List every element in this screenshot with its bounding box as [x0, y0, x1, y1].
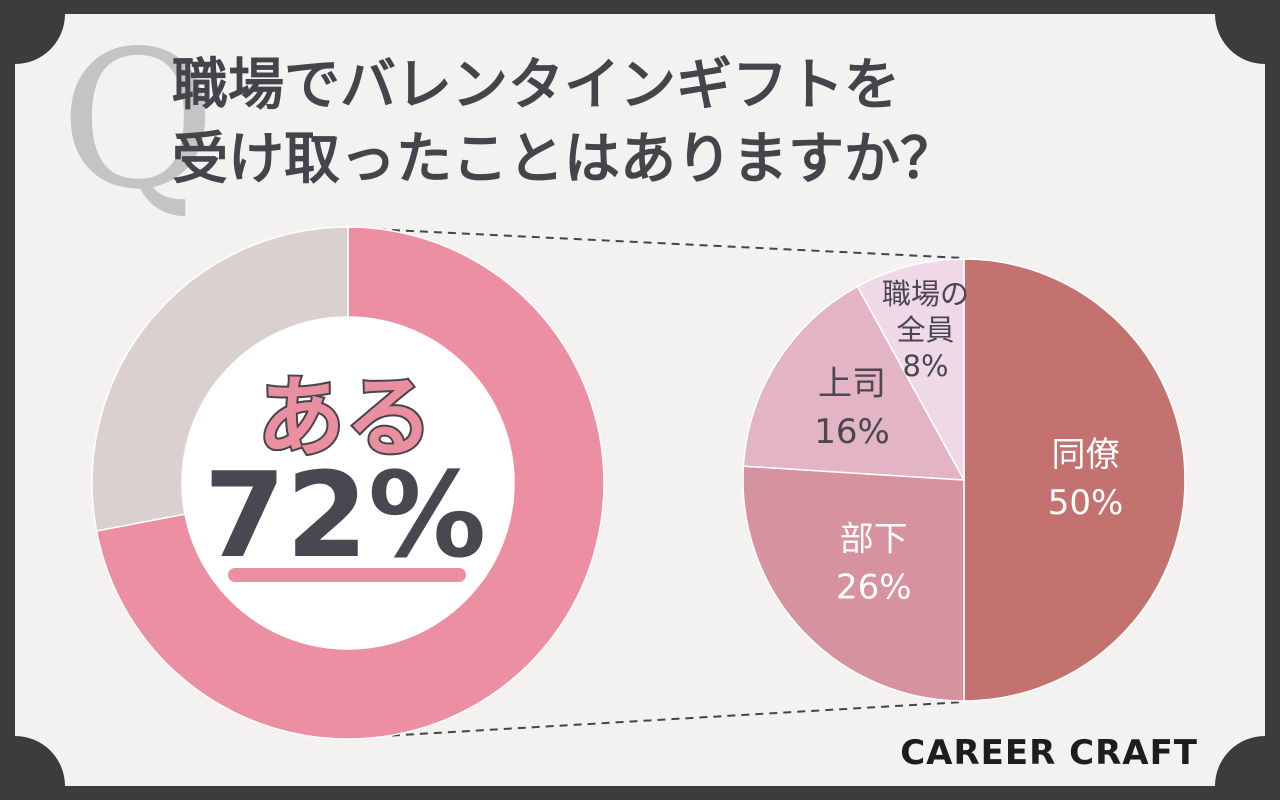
pie-slice-1: [742, 465, 965, 702]
pie-category-label-3: 職場の: [882, 277, 969, 311]
pie-value-label-0: 50%: [1048, 483, 1124, 523]
center-underline: [228, 568, 466, 582]
donut-hole: [182, 317, 514, 649]
brand-logo: CAREER CRAFT: [900, 733, 1198, 773]
pie-category-label-2: 上司: [818, 364, 886, 404]
pie-category-label-3: 全員: [897, 313, 955, 347]
center-value: 72%: [204, 446, 486, 584]
center-label: ある: [257, 366, 433, 469]
breakdown-pie-chart: [742, 258, 1186, 702]
q-mark: Q: [60, 10, 216, 231]
pie-slice-0: [963, 258, 1186, 702]
title-line-1: 職場でバレンタインギフトを: [172, 53, 900, 118]
pie-value-label-2: 16%: [814, 412, 890, 452]
pie-value-label-1: 26%: [836, 568, 912, 608]
title-line-2: 受け取ったことはありますか？: [172, 127, 956, 192]
pie-value-label-3: 8%: [903, 349, 949, 383]
pie-slice-2: [742, 285, 966, 481]
donut-chart: [91, 226, 605, 740]
pie-category-label-1: 部下: [840, 520, 908, 560]
connector-line-bottom: [349, 701, 965, 739]
connector-line-top: [349, 227, 965, 259]
pie-category-label-0: 同僚: [1052, 435, 1120, 475]
pie-slice-3: [856, 258, 965, 481]
